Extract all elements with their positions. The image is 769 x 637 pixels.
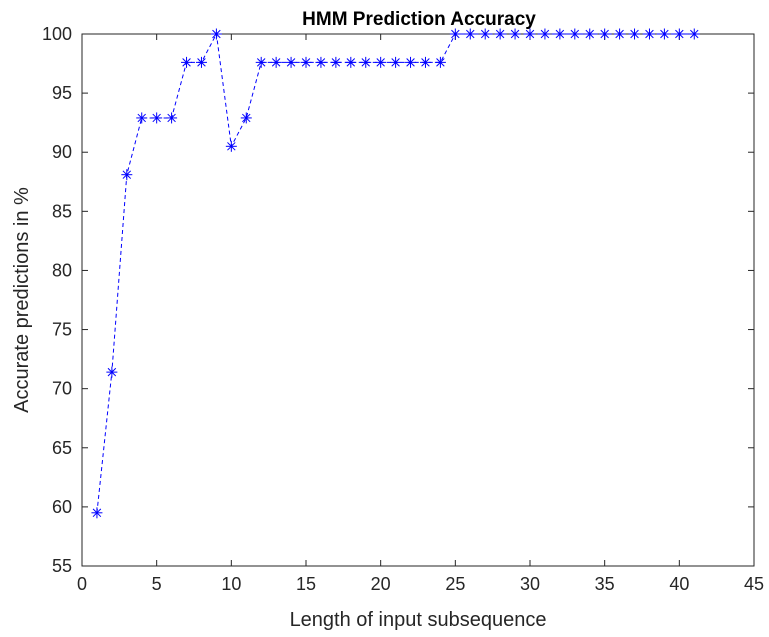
data-point — [136, 112, 148, 124]
data-point — [688, 28, 700, 40]
data-point — [166, 112, 178, 124]
data-point — [449, 28, 461, 40]
data-point — [225, 140, 237, 152]
data-point — [599, 28, 611, 40]
y-tick-label: 60 — [52, 497, 72, 517]
data-point — [569, 28, 581, 40]
y-axis-label: Accurate predictions in % — [11, 187, 33, 413]
data-point — [315, 56, 327, 68]
y-tick-label: 80 — [52, 260, 72, 280]
data-point — [360, 56, 372, 68]
series-accuracy — [91, 28, 700, 519]
data-point — [479, 28, 491, 40]
y-tick-label: 70 — [52, 379, 72, 399]
data-point — [464, 28, 476, 40]
data-point — [345, 56, 357, 68]
data-point — [524, 28, 536, 40]
data-point — [614, 28, 626, 40]
data-point — [509, 28, 521, 40]
data-point — [643, 28, 655, 40]
data-point — [419, 56, 431, 68]
data-point — [151, 112, 163, 124]
plot-area — [81, 33, 755, 567]
data-point — [195, 56, 207, 68]
chart-title: HMM Prediction Accuracy — [302, 9, 536, 30]
data-point — [390, 56, 402, 68]
data-point — [375, 56, 387, 68]
y-tick-label: 65 — [52, 438, 72, 458]
data-point — [494, 28, 506, 40]
y-axis-ticks: 55 60 65 70 75 80 85 90 95 100 — [42, 24, 754, 576]
x-tick-label: 10 — [221, 574, 241, 594]
x-tick-label: 35 — [595, 574, 615, 594]
data-point — [584, 28, 596, 40]
data-point — [181, 56, 193, 68]
data-point — [255, 56, 267, 68]
x-axis-label: Length of input subsequence — [290, 609, 547, 631]
x-tick-label: 20 — [371, 574, 391, 594]
data-point — [658, 28, 670, 40]
data-point — [121, 169, 133, 181]
data-point — [539, 28, 551, 40]
y-tick-label: 75 — [52, 320, 72, 340]
data-point — [210, 28, 222, 40]
x-axis-ticks: 0 5 10 15 20 25 30 35 40 45 — [77, 34, 764, 594]
data-point — [285, 56, 297, 68]
data-point — [330, 56, 342, 68]
y-tick-label: 85 — [52, 201, 72, 221]
y-tick-label: 100 — [42, 24, 72, 44]
x-tick-label: 45 — [744, 574, 764, 594]
data-point — [91, 507, 103, 519]
data-point — [405, 56, 417, 68]
y-tick-label: 55 — [52, 556, 72, 576]
x-tick-label: 25 — [445, 574, 465, 594]
y-tick-label: 90 — [52, 142, 72, 162]
data-point — [434, 56, 446, 68]
x-tick-label: 30 — [520, 574, 540, 594]
data-point — [240, 112, 252, 124]
data-point — [106, 366, 118, 378]
y-tick-label: 95 — [52, 83, 72, 103]
data-point — [629, 28, 641, 40]
data-point — [270, 56, 282, 68]
data-point — [300, 56, 312, 68]
x-tick-label: 40 — [669, 574, 689, 594]
data-point — [673, 28, 685, 40]
x-tick-label: 0 — [77, 574, 87, 594]
x-tick-label: 15 — [296, 574, 316, 594]
data-point — [554, 28, 566, 40]
x-tick-label: 5 — [152, 574, 162, 594]
